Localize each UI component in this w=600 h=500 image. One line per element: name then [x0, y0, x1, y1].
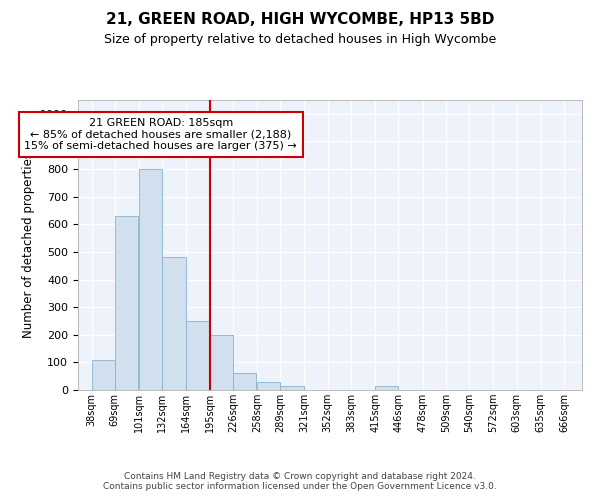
Text: 21, GREEN ROAD, HIGH WYCOMBE, HP13 5BD: 21, GREEN ROAD, HIGH WYCOMBE, HP13 5BD — [106, 12, 494, 28]
Text: Size of property relative to detached houses in High Wycombe: Size of property relative to detached ho… — [104, 32, 496, 46]
Bar — [187, 321, 209, 390]
Bar — [209, 335, 233, 390]
Bar — [162, 258, 185, 390]
Bar — [115, 216, 138, 390]
Y-axis label: Number of detached properties: Number of detached properties — [22, 152, 35, 338]
Bar — [280, 386, 304, 390]
Bar — [233, 374, 256, 390]
Text: 21 GREEN ROAD: 185sqm
← 85% of detached houses are smaller (2,188)
15% of semi-d: 21 GREEN ROAD: 185sqm ← 85% of detached … — [25, 118, 297, 151]
Bar — [139, 169, 162, 390]
Text: Contains HM Land Registry data © Crown copyright and database right 2024.: Contains HM Land Registry data © Crown c… — [124, 472, 476, 481]
Bar — [92, 360, 115, 390]
Bar — [375, 386, 398, 390]
Bar — [257, 382, 280, 390]
Text: Contains public sector information licensed under the Open Government Licence v3: Contains public sector information licen… — [103, 482, 497, 491]
